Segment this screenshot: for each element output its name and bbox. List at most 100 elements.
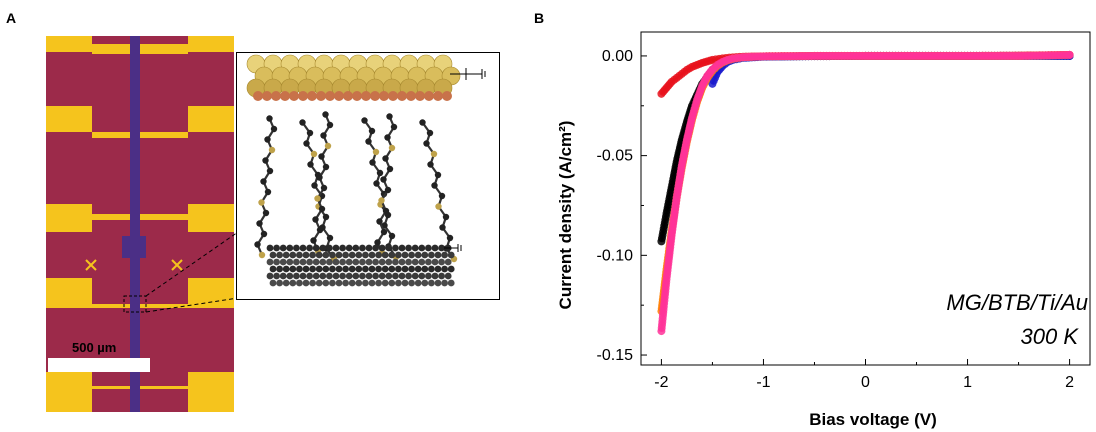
molecule-atom bbox=[368, 127, 376, 135]
graphene-atom bbox=[355, 279, 363, 287]
graphene-atom bbox=[421, 279, 429, 287]
device-micrograph: 500 µm bbox=[46, 36, 234, 412]
graphene-atom bbox=[302, 265, 310, 273]
annotation-sample: MG/BTB/Ti/Au bbox=[946, 290, 1088, 315]
y-tick-label: -0.15 bbox=[597, 347, 634, 364]
molecule-atom bbox=[258, 251, 266, 259]
molecule-atom bbox=[434, 171, 442, 179]
molecule-atom bbox=[438, 192, 446, 200]
molecule-atom bbox=[299, 119, 306, 126]
graphene-atom bbox=[447, 265, 455, 273]
graphene-atom bbox=[342, 265, 349, 273]
graphene-atom bbox=[408, 279, 415, 287]
graphene-atom bbox=[425, 244, 432, 252]
molecule-atom bbox=[326, 234, 334, 242]
titanium-atom bbox=[316, 91, 326, 101]
titanium-atom bbox=[298, 91, 308, 101]
graphene-atom bbox=[372, 272, 379, 280]
graphene-atom bbox=[352, 244, 360, 252]
molecule-atom bbox=[382, 207, 390, 215]
graphene-atom bbox=[286, 272, 294, 280]
molecules bbox=[254, 111, 458, 263]
graphene-atom bbox=[306, 272, 313, 280]
series-3 bbox=[657, 50, 1074, 316]
graphene-atom bbox=[342, 279, 349, 287]
molecule-atom bbox=[361, 117, 368, 124]
graphene-atom bbox=[441, 251, 448, 259]
titanium-atom bbox=[262, 91, 272, 101]
graphene-atom bbox=[414, 265, 422, 273]
graphene-atom bbox=[276, 251, 283, 259]
x-tick-label: -1 bbox=[756, 374, 770, 391]
panel-label-b: B bbox=[534, 10, 545, 26]
graphene-atom bbox=[385, 258, 393, 266]
graphene-atoms bbox=[266, 244, 455, 287]
graphene-atom bbox=[362, 251, 369, 259]
graphene-atom bbox=[408, 251, 415, 259]
titanium-atom bbox=[289, 91, 299, 101]
graphene-atom bbox=[315, 279, 323, 287]
graphene-atom bbox=[398, 244, 406, 252]
molecule-atom bbox=[306, 129, 314, 137]
gold-atoms bbox=[246, 54, 461, 98]
graphene-atom bbox=[273, 272, 280, 280]
titanium-atom bbox=[325, 91, 335, 101]
molecule-atom bbox=[318, 153, 325, 160]
graphene-strip bbox=[130, 36, 140, 412]
graphene-atom bbox=[312, 258, 320, 266]
graphene-atom bbox=[339, 258, 346, 266]
graphene-atom bbox=[359, 258, 366, 266]
molecule-atom bbox=[426, 129, 434, 137]
graphene-atom bbox=[355, 251, 363, 259]
molecule-atom bbox=[373, 180, 380, 187]
ground-icon-top bbox=[450, 68, 486, 80]
graphene-atom bbox=[447, 251, 455, 259]
graphene-atom bbox=[398, 272, 406, 280]
graphene-atom bbox=[342, 251, 349, 259]
molecule-atom bbox=[384, 186, 392, 194]
graphene-atom bbox=[312, 244, 320, 252]
molecule-atom bbox=[427, 161, 434, 168]
x-tick-label: -2 bbox=[654, 374, 668, 391]
molecule-atom bbox=[256, 220, 263, 227]
graphene-atom bbox=[365, 272, 373, 280]
titanium-atom bbox=[424, 91, 434, 101]
molecule-atom bbox=[374, 239, 381, 246]
graphene-atom bbox=[348, 265, 356, 273]
graphene-atom bbox=[414, 251, 422, 259]
graphene-atom bbox=[299, 244, 307, 252]
y-tick-label: -0.05 bbox=[597, 148, 634, 165]
graphene-atom bbox=[296, 279, 303, 287]
graphene-atom bbox=[296, 251, 303, 259]
graphene-atom bbox=[431, 244, 439, 252]
molecule-atom bbox=[260, 230, 268, 238]
graphene-atom bbox=[315, 251, 323, 259]
titanium-atom bbox=[442, 91, 452, 101]
graphene-atom bbox=[279, 244, 287, 252]
graphene-atom bbox=[431, 272, 439, 280]
titanium-atom bbox=[379, 91, 389, 101]
graphene-atom bbox=[345, 244, 353, 252]
graphene-atom bbox=[381, 279, 389, 287]
molecule-atom bbox=[320, 132, 327, 139]
graphene-atom bbox=[378, 272, 386, 280]
graphene-atom bbox=[312, 272, 320, 280]
molecule-atom bbox=[312, 216, 319, 223]
graphene-atom bbox=[388, 279, 396, 287]
graphene-atom bbox=[425, 272, 432, 280]
graphene-atom bbox=[266, 272, 274, 280]
graphene-atom bbox=[395, 265, 402, 273]
molecule-atom bbox=[316, 174, 323, 181]
graphene-atom bbox=[352, 258, 360, 266]
molecule-atom bbox=[266, 167, 274, 175]
molecule-atom bbox=[386, 113, 393, 120]
graphene-atom bbox=[293, 244, 300, 252]
molecule-atom bbox=[262, 209, 270, 217]
graphene-atom bbox=[273, 244, 280, 252]
molecule-atom bbox=[324, 142, 332, 150]
molecule-atom bbox=[390, 123, 398, 131]
graphene-atom bbox=[438, 244, 445, 252]
graphene-atom bbox=[421, 251, 429, 259]
graphene-atom bbox=[329, 265, 336, 273]
molecule-atom bbox=[388, 144, 396, 152]
